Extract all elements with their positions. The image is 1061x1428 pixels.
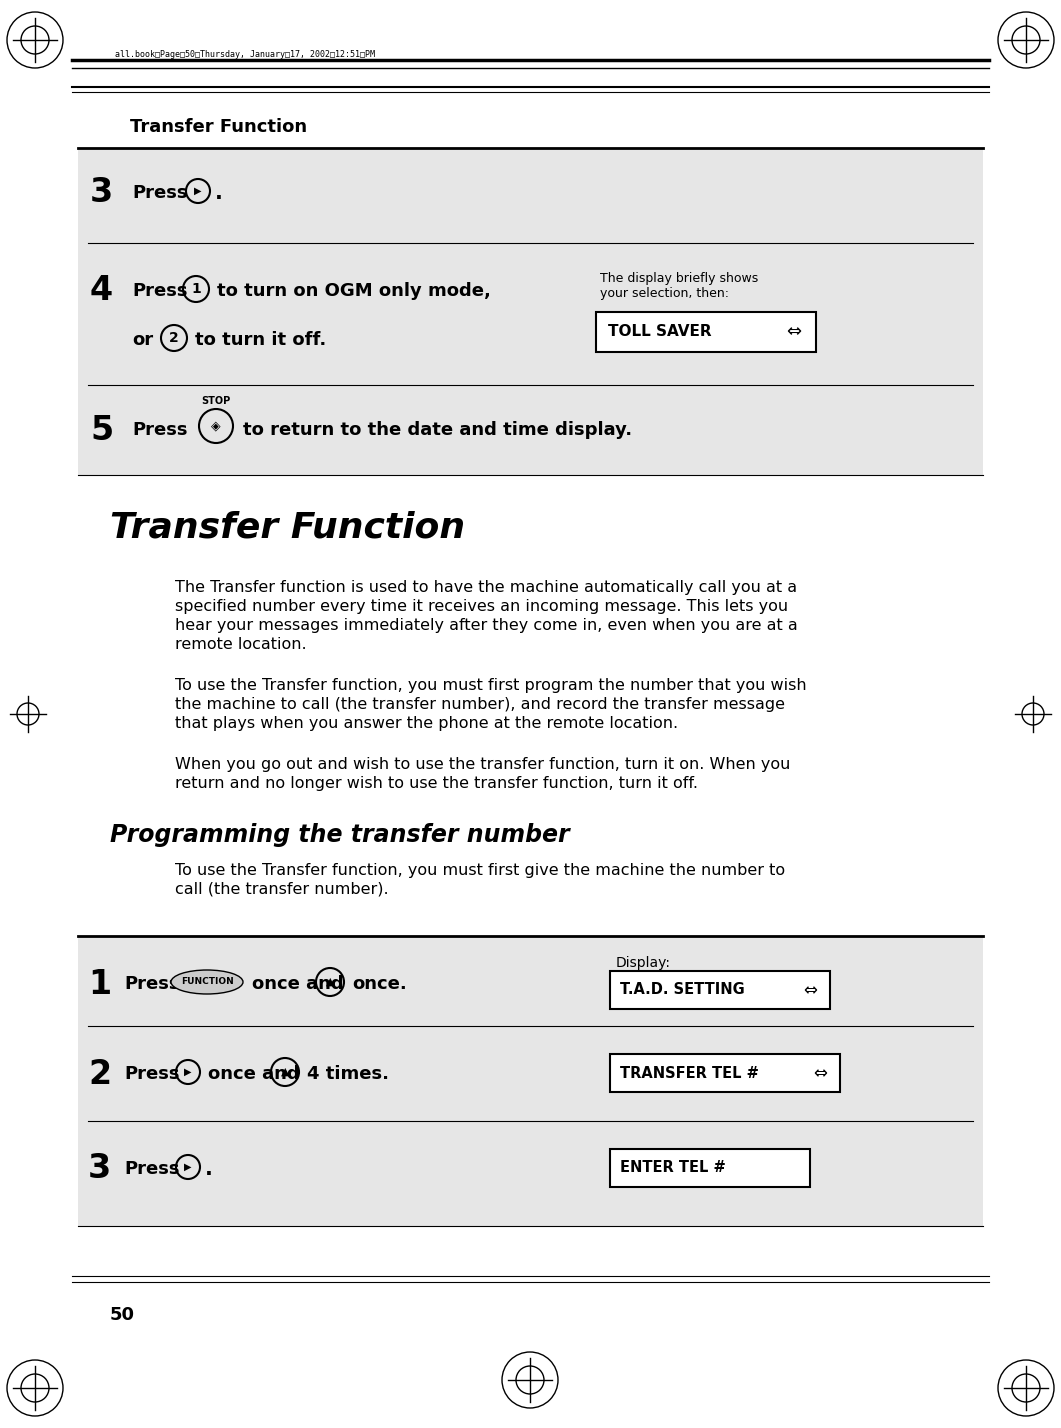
Text: ⇔: ⇔ <box>803 981 817 1000</box>
Bar <box>596 311 816 351</box>
Text: .: . <box>205 1160 213 1180</box>
Text: 1: 1 <box>88 968 111 1001</box>
Text: Programming the transfer number: Programming the transfer number <box>110 823 570 847</box>
Text: the machine to call (the transfer number), and record the transfer message: the machine to call (the transfer number… <box>175 697 785 713</box>
Text: ▲: ▲ <box>281 1067 290 1077</box>
Text: that plays when you answer the phone at the remote location.: that plays when you answer the phone at … <box>175 715 678 731</box>
Text: The Transfer function is used to have the machine automatically call you at a: The Transfer function is used to have th… <box>175 580 797 595</box>
Text: ▲: ▲ <box>326 977 334 987</box>
Text: When you go out and wish to use the transfer function, turn it on. When you: When you go out and wish to use the tran… <box>175 757 790 773</box>
Text: FUNCTION: FUNCTION <box>180 978 233 987</box>
Text: TOLL SAVER: TOLL SAVER <box>608 324 712 340</box>
Text: To use the Transfer function, you must first give the machine the number to: To use the Transfer function, you must f… <box>175 863 785 878</box>
Text: 3: 3 <box>88 1152 111 1185</box>
Text: return and no longer wish to use the transfer function, turn it off.: return and no longer wish to use the tra… <box>175 775 698 791</box>
Text: 1: 1 <box>191 281 201 296</box>
Text: Display:: Display: <box>616 955 671 970</box>
Text: 5: 5 <box>90 414 114 447</box>
Text: once and: once and <box>208 1065 299 1082</box>
Text: TRANSFER TEL #: TRANSFER TEL # <box>620 1065 759 1081</box>
Text: Press: Press <box>132 184 188 201</box>
Text: to turn on OGM only mode,: to turn on OGM only mode, <box>218 281 491 300</box>
Text: remote location.: remote location. <box>175 637 307 653</box>
Text: Press: Press <box>124 1160 179 1178</box>
Text: 3: 3 <box>90 177 114 210</box>
Bar <box>610 1150 810 1187</box>
Text: ⇔: ⇔ <box>813 1064 827 1082</box>
Text: ▶: ▶ <box>194 186 202 196</box>
Bar <box>79 149 982 476</box>
Text: once.: once. <box>352 975 406 992</box>
Text: ⇔: ⇔ <box>786 323 801 341</box>
Text: 4: 4 <box>90 274 114 307</box>
Text: ENTER TEL #: ENTER TEL # <box>620 1161 726 1175</box>
Text: 50: 50 <box>110 1307 135 1324</box>
Text: ▶: ▶ <box>185 1067 192 1077</box>
Text: The display briefly shows
your selection, then:: The display briefly shows your selection… <box>601 271 759 300</box>
Text: call (the transfer number).: call (the transfer number). <box>175 883 388 897</box>
Text: T.A.D. SETTING: T.A.D. SETTING <box>620 982 745 998</box>
Text: STOP: STOP <box>202 396 230 406</box>
Bar <box>610 971 830 1010</box>
Text: to return to the date and time display.: to return to the date and time display. <box>243 421 632 438</box>
Text: Press: Press <box>124 975 179 992</box>
Text: Press: Press <box>132 421 188 438</box>
Text: specified number every time it receives an incoming message. This lets you: specified number every time it receives … <box>175 598 788 614</box>
Text: 4 times.: 4 times. <box>307 1065 389 1082</box>
Text: once and: once and <box>253 975 344 992</box>
Text: or: or <box>132 331 153 348</box>
Text: Transfer Function: Transfer Function <box>131 119 307 136</box>
Text: Press: Press <box>132 281 188 300</box>
Bar <box>79 935 982 1227</box>
Text: to turn it off.: to turn it off. <box>195 331 326 348</box>
Text: ◈: ◈ <box>211 420 221 433</box>
Text: 2: 2 <box>169 331 179 346</box>
Text: To use the Transfer function, you must first program the number that you wish: To use the Transfer function, you must f… <box>175 678 806 693</box>
Text: ▶: ▶ <box>185 1162 192 1172</box>
Text: .: . <box>215 183 223 203</box>
Text: 2: 2 <box>88 1058 111 1091</box>
Text: hear your messages immediately after they come in, even when you are at a: hear your messages immediately after the… <box>175 618 798 633</box>
Text: Transfer Function: Transfer Function <box>110 510 465 544</box>
Text: all.book□Page□50□Thursday, January□17, 2002□12:51□PM: all.book□Page□50□Thursday, January□17, 2… <box>115 50 375 59</box>
Text: Press: Press <box>124 1065 179 1082</box>
Bar <box>610 1054 840 1092</box>
Ellipse shape <box>171 970 243 994</box>
